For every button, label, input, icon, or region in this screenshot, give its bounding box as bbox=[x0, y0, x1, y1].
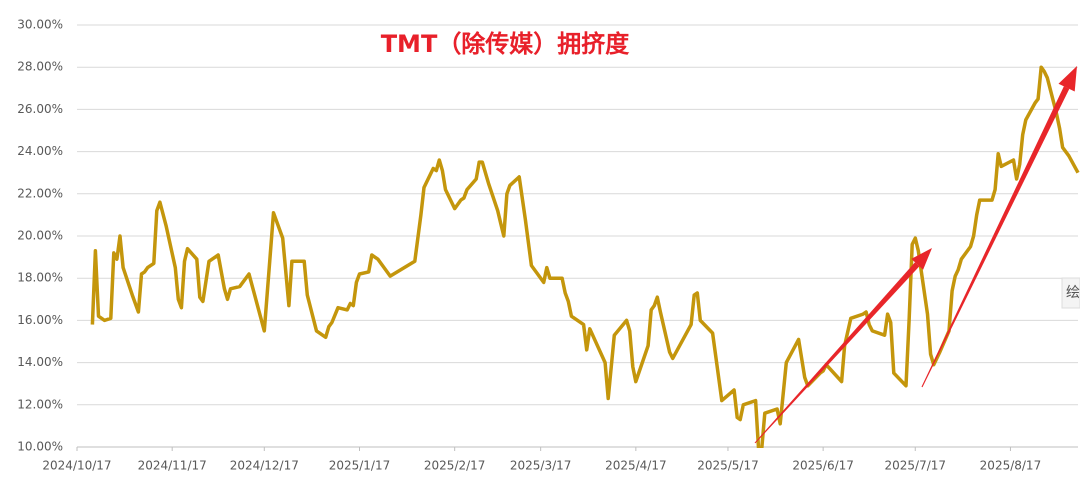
side-tab-text: 绘 bbox=[1066, 285, 1080, 301]
x-tick-label: 2025/4/17 bbox=[605, 459, 667, 473]
y-tick-label: 18.00% bbox=[17, 271, 63, 285]
arrow-head bbox=[911, 248, 932, 270]
x-tick-label: 2025/5/17 bbox=[697, 459, 759, 473]
y-tick-label: 24.00% bbox=[17, 144, 63, 158]
x-tick-label: 2024/10/17 bbox=[42, 459, 111, 473]
grid: 10.00% 12.00% 14.00% 16.00% 18.00% 20.00% 22.0… bbox=[17, 18, 1078, 473]
plot-area bbox=[90, 65, 1080, 448]
y-tick-label: 12.00% bbox=[17, 397, 63, 411]
x-tick-label: 2024/11/17 bbox=[138, 459, 207, 473]
line bbox=[90, 65, 1080, 448]
arrow bbox=[921, 86, 1070, 388]
y-tick-label: 28.00% bbox=[17, 60, 63, 74]
x-tick-label: 2024/12/17 bbox=[230, 459, 299, 473]
arrow bbox=[754, 262, 920, 444]
x-tick-label: 2025/8/17 bbox=[980, 459, 1042, 473]
y-tick-label: 14.00% bbox=[17, 355, 63, 369]
y-tick-label: 10.00% bbox=[17, 440, 63, 454]
y-tick-label: 22.00% bbox=[17, 186, 63, 200]
x-tick-label: 2025/7/17 bbox=[884, 459, 946, 473]
chart-title: TMT（除传媒）拥挤度 bbox=[381, 30, 631, 58]
y-tick-label: 20.00% bbox=[17, 229, 63, 243]
y-tick-label: 26.00% bbox=[17, 102, 63, 116]
x-tick-label: 2025/1/17 bbox=[329, 459, 391, 473]
side-tab[interactable] bbox=[1061, 277, 1080, 309]
arrow-head bbox=[1058, 66, 1077, 92]
y-tick-label: 16.00% bbox=[17, 313, 63, 327]
y-tick-label: 30.00% bbox=[17, 18, 63, 32]
x-tick-label: 2025/3/17 bbox=[510, 459, 572, 473]
x-tick-label: 2025/2/17 bbox=[424, 459, 486, 473]
x-tick-label: 2025/6/17 bbox=[792, 459, 854, 473]
